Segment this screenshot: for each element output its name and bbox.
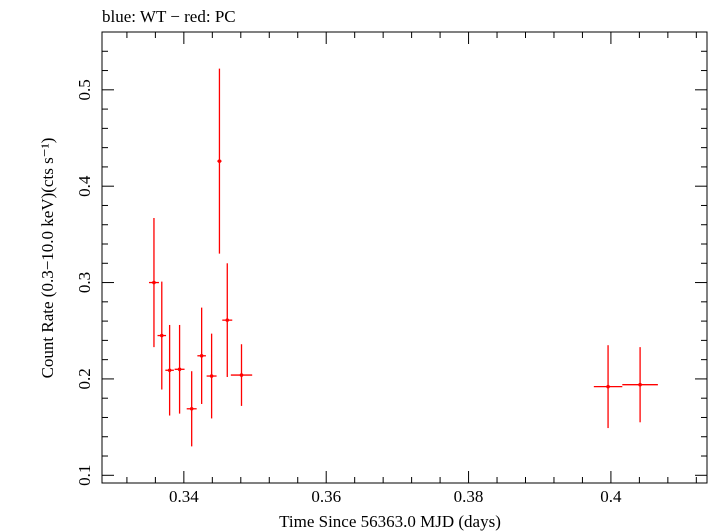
point-marker (225, 318, 230, 322)
data-point (197, 307, 206, 404)
x-tick-label: 0.38 (454, 487, 484, 506)
data-point (148, 217, 159, 348)
y-axis-label: Count Rate (0.3−10.0 keV)(cts s⁻¹) (38, 138, 57, 379)
point-marker (177, 367, 182, 372)
data-point (165, 324, 174, 416)
data-points (148, 68, 658, 447)
data-point (206, 333, 217, 419)
plot-frame (101, 31, 708, 484)
point-marker (152, 280, 156, 285)
x-tick-label: 0.36 (311, 487, 341, 506)
chart-title: blue: WT − red: PC (102, 7, 236, 26)
data-point (217, 68, 222, 254)
data-point (222, 263, 233, 377)
point-marker (239, 373, 244, 377)
y-tick-label: 0.5 (75, 79, 94, 100)
x-axis-label: Time Since 56363.0 MJD (days) (279, 512, 501, 531)
data-point (593, 345, 623, 429)
point-marker (199, 353, 204, 358)
data-point (230, 344, 253, 406)
point-marker (167, 368, 172, 373)
y-tick-label: 0.2 (75, 368, 94, 389)
axis-ticks (102, 31, 707, 483)
point-marker (209, 374, 214, 378)
point-marker (606, 384, 610, 389)
data-point (174, 324, 185, 414)
tick-labels: 0.34 0.36 0.38 0.4 0.1 0.2 0.3 0.4 0.5 (75, 79, 622, 506)
point-marker (638, 382, 642, 387)
point-marker (159, 333, 164, 338)
y-tick-label: 0.1 (75, 465, 94, 486)
y-tick-label: 0.4 (75, 175, 94, 197)
y-tick-label: 0.3 (75, 272, 94, 293)
x-tick-label: 0.34 (169, 487, 199, 506)
point-marker (217, 159, 222, 163)
data-point (157, 281, 167, 390)
point-marker (189, 406, 194, 411)
data-point (186, 371, 197, 447)
x-tick-label: 0.4 (600, 487, 622, 506)
data-point (622, 347, 658, 423)
